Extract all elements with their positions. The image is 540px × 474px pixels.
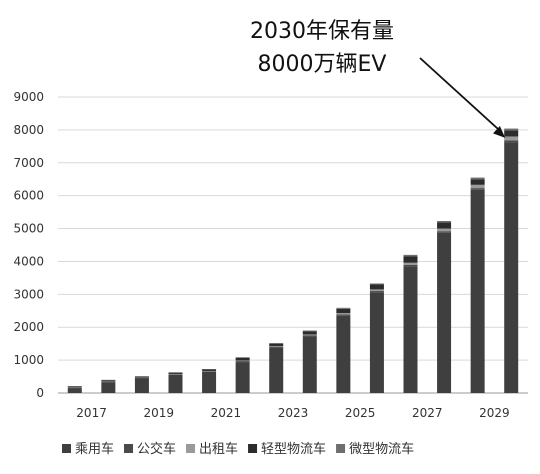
x-tick-label: 2017: [76, 406, 107, 420]
bar-segment: [403, 266, 418, 393]
bar-segment: [369, 292, 384, 393]
x-tick-label: 2021: [211, 406, 242, 420]
bar-segment: [403, 262, 418, 265]
legend-swatch: [62, 444, 71, 453]
bar-segment: [403, 254, 418, 257]
bar-segment: [168, 374, 183, 375]
x-axis-ticks: 2017 2019 2021 2023 2025 2027 2029: [76, 406, 509, 420]
y-tick-label: 6000: [13, 189, 44, 203]
bar-segment: [235, 361, 250, 363]
bar-segment: [302, 334, 317, 336]
bar-segment: [134, 376, 149, 378]
bar-segment: [269, 345, 284, 347]
bar-segment: [134, 378, 149, 393]
bar-segment: [269, 343, 284, 344]
annotation-arrow-line: [419, 57, 502, 133]
legend-label: 乘用车: [75, 441, 114, 457]
bar-segment: [101, 380, 116, 382]
bar-segment: [269, 346, 284, 348]
bar-segment: [235, 357, 250, 361]
bar-segment: [336, 315, 351, 393]
bar-segment: [369, 283, 384, 285]
x-tick-label: 2025: [345, 406, 376, 420]
legend-label: 微型物流车: [349, 441, 414, 457]
bar-segment: [470, 177, 485, 180]
y-tick-label: 2000: [13, 320, 44, 334]
y-tick-label: 1000: [13, 353, 44, 367]
bar-segment: [302, 336, 317, 393]
gridlines: [58, 96, 528, 394]
legend-label: 出租车: [199, 441, 238, 457]
y-axis-ticks: 0 1000 2000 3000 4000 5000 6000 7000 8000 9000: [13, 90, 44, 400]
bar-segment: [269, 347, 284, 393]
bar-segment: [302, 331, 317, 335]
bar-segment: [470, 189, 485, 393]
bar-segment: [504, 128, 519, 131]
bar-segment: [67, 386, 82, 388]
bar-segment: [269, 343, 284, 346]
bar-segment: [470, 179, 485, 185]
y-tick-label: 8000: [13, 123, 44, 137]
legend: 乘用车 公交车 出租车 轻型物流车 微型物流车: [62, 441, 414, 457]
chart-title-line-1: 2030年保有量: [250, 19, 394, 44]
bar-segment: [168, 372, 183, 374]
y-tick-label: 3000: [13, 287, 44, 301]
legend-label: 轻型物流车: [261, 441, 326, 457]
legend-swatch: [186, 444, 196, 453]
bar-segment: [336, 314, 351, 316]
bar-segment: [403, 264, 418, 267]
bar-segment: [67, 387, 82, 389]
bar-segment: [437, 220, 452, 223]
y-tick-label: 5000: [13, 222, 44, 236]
y-tick-label: 4000: [13, 254, 44, 268]
y-tick-label: 0: [36, 386, 44, 400]
bar-segment: [403, 256, 418, 263]
bar-segment: [437, 231, 452, 233]
bar-segment: [369, 289, 384, 292]
bar-segment: [336, 307, 351, 309]
bar-segment: [504, 142, 519, 393]
legend-swatch: [336, 444, 346, 453]
bar-segment: [101, 382, 116, 393]
bar-segment: [202, 371, 217, 393]
bar-segment: [202, 371, 217, 372]
x-tick-label: 2029: [479, 406, 510, 420]
bar-segment: [336, 308, 351, 314]
bar-segment: [437, 222, 452, 229]
legend-swatch: [248, 444, 258, 453]
bar-segment: [504, 136, 519, 141]
bar-segment: [235, 360, 250, 362]
bar-segment: [168, 374, 183, 393]
annotation: [419, 57, 506, 138]
bar-segment: [437, 232, 452, 393]
bar-segment: [504, 130, 519, 137]
x-tick-label: 2027: [412, 406, 443, 420]
chart-title-line-2: 8000万辆EV: [258, 52, 387, 77]
bar-segment: [369, 291, 384, 293]
bar-segment: [302, 335, 317, 337]
annotation-arrow-head: [493, 126, 506, 138]
bars: [67, 128, 519, 393]
y-tick-label: 7000: [13, 156, 44, 170]
bar-segment: [302, 330, 317, 332]
bar-segment: [235, 357, 250, 358]
bar-segment: [437, 228, 452, 232]
bar-segment: [202, 369, 217, 371]
bar-segment: [369, 284, 384, 290]
x-tick-label: 2023: [278, 406, 309, 420]
bar-segment: [134, 377, 149, 379]
bar-segment: [67, 388, 82, 393]
legend-swatch: [124, 444, 134, 453]
bar-segment: [470, 188, 485, 190]
y-tick-label: 9000: [13, 90, 44, 104]
bar-segment: [235, 362, 250, 393]
bar-segment: [504, 140, 519, 143]
x-tick-label: 2019: [143, 406, 174, 420]
bar-segment: [101, 381, 116, 383]
legend-label: 公交车: [137, 441, 176, 457]
bar-segment: [470, 184, 485, 189]
bar-segment: [336, 313, 351, 315]
